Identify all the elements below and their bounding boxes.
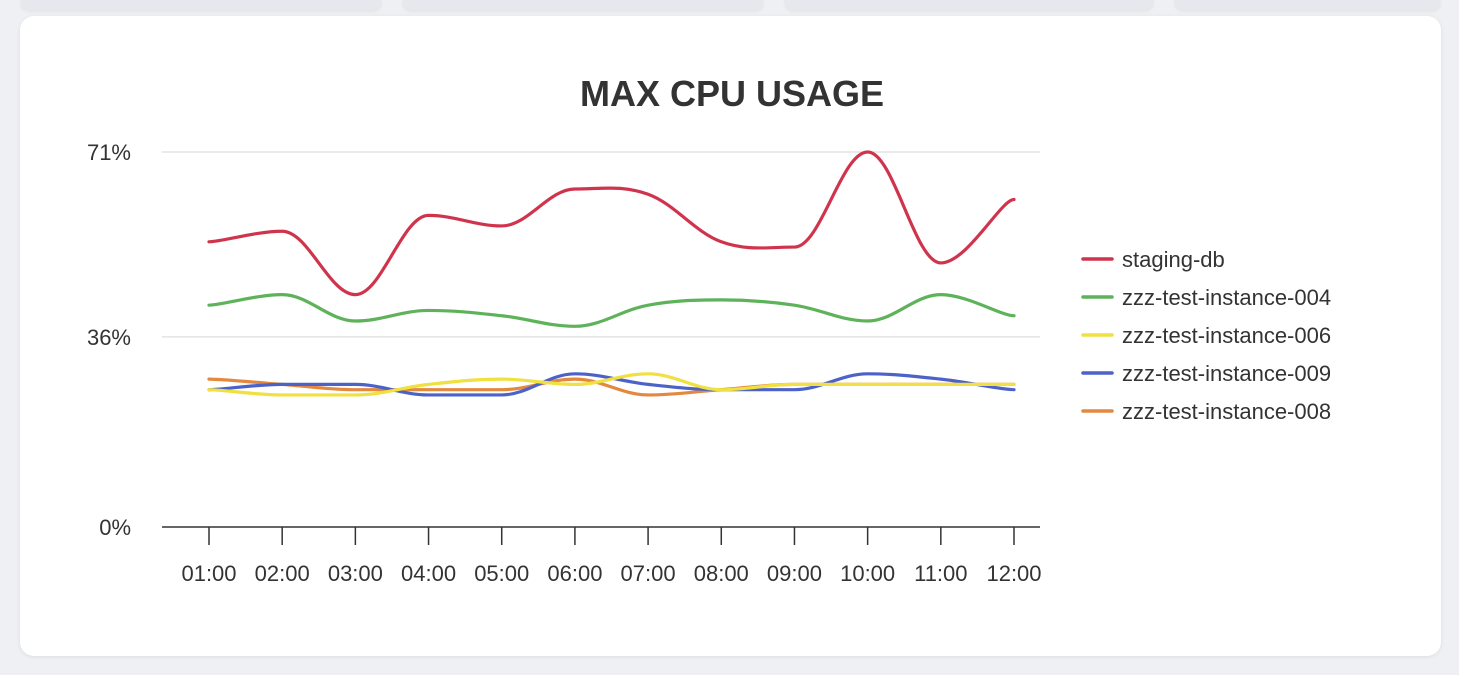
series-line-zzz-test-instance-004 <box>207 293 1016 328</box>
legend-label: zzz-test-instance-008 <box>1122 399 1331 424</box>
grid-layer <box>162 151 1040 338</box>
top-card-edge-3 <box>784 0 1154 10</box>
top-card-edge-4 <box>1174 0 1441 10</box>
legend-item[interactable]: zzz-test-instance-008 <box>1081 399 1331 424</box>
legend-label: zzz-test-instance-004 <box>1122 285 1331 310</box>
y-tick-label: 36% <box>87 325 131 350</box>
chart-title: MAX CPU USAGE <box>580 73 884 114</box>
y-tick-label: 71% <box>87 140 131 165</box>
legend-item[interactable]: staging-db <box>1081 247 1225 272</box>
axis-layer: 0% 36% 71% 01:00 02:00 03:00 04:00 05:00 06:00 07… <box>87 140 1042 586</box>
series-line-zzz-test-instance-006 <box>207 372 1016 397</box>
x-tick-label: 01:00 <box>181 561 236 586</box>
y-tick-label: 0% <box>99 515 131 540</box>
x-tick-label: 06:00 <box>547 561 602 586</box>
x-tick-label: 10:00 <box>840 561 895 586</box>
x-tick-label: 05:00 <box>474 561 529 586</box>
legend-label: zzz-test-instance-006 <box>1122 323 1331 348</box>
x-tick-label: 07:00 <box>621 561 676 586</box>
x-tick-label: 09:00 <box>767 561 822 586</box>
series-layer <box>207 150 1016 397</box>
legend: staging-db zzz-test-instance-004 zzz-test-… <box>1081 247 1331 424</box>
chart-card <box>20 16 1441 656</box>
legend-label: staging-db <box>1122 247 1225 272</box>
x-tick-label: 04:00 <box>401 561 456 586</box>
legend-item[interactable]: zzz-test-instance-006 <box>1081 323 1331 348</box>
x-tick-label: 12:00 <box>986 561 1041 586</box>
x-tick-label: 08:00 <box>694 561 749 586</box>
series-line-zzz-test-instance-009 <box>207 372 1016 397</box>
series-line-staging-db <box>207 150 1016 297</box>
top-card-edge-1 <box>20 0 382 10</box>
legend-item[interactable]: zzz-test-instance-004 <box>1081 285 1331 310</box>
series-line-zzz-test-instance-008 <box>207 377 1016 397</box>
x-tick-label: 02:00 <box>255 561 310 586</box>
legend-item[interactable]: zzz-test-instance-009 <box>1081 361 1331 386</box>
x-tick-label: 03:00 <box>328 561 383 586</box>
legend-label: zzz-test-instance-009 <box>1122 361 1331 386</box>
x-tick-label: 11:00 <box>914 561 967 586</box>
top-card-edge-2 <box>402 0 764 10</box>
